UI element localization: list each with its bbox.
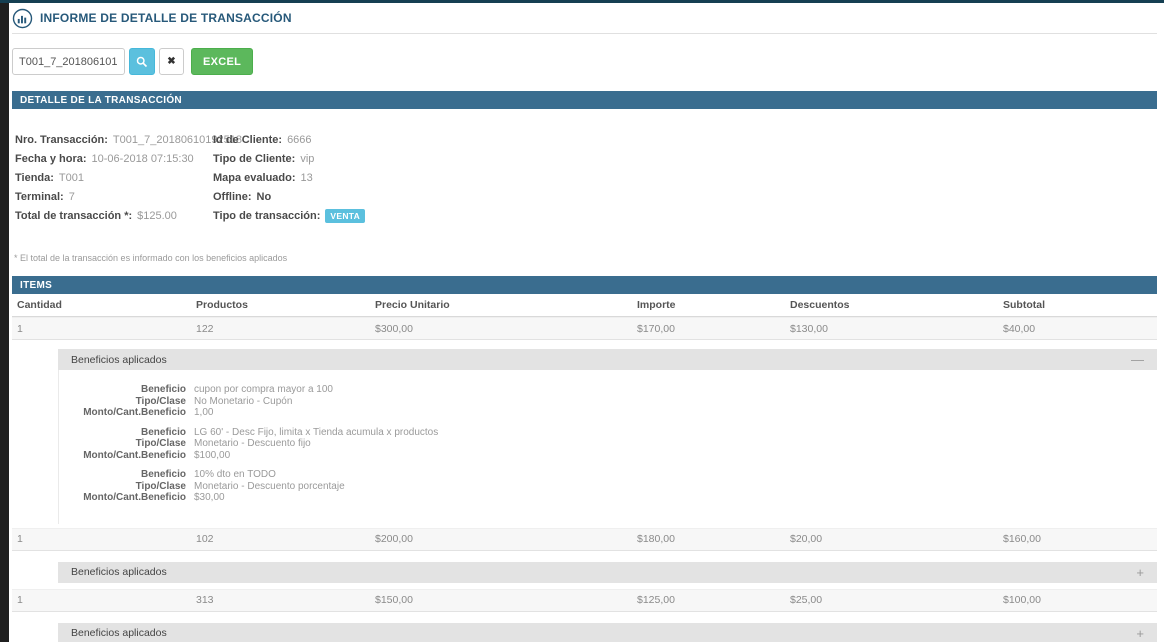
col-subtotal: Subtotal	[1003, 299, 1045, 311]
benefits-title: Beneficios aplicados	[71, 627, 167, 639]
field-tienda: Tienda: T001	[15, 171, 84, 184]
cell-importe: $180,00	[637, 533, 675, 545]
cell-cantidad: 1	[17, 533, 23, 545]
field-offline: Offline: No	[213, 190, 272, 203]
page-title: INFORME DE DETALLE DE TRANSACCIÓN	[40, 11, 292, 25]
benefit-item: Beneficio cupon por compra mayor a 100 T…	[83, 384, 333, 418]
report-icon	[12, 8, 33, 29]
cell-precio-unitario: $200,00	[375, 533, 413, 545]
benefit-item: Beneficio LG 60' - Desc Fijo, limita x T…	[83, 426, 439, 461]
cell-productos: 102	[196, 533, 214, 545]
transaction-search-input[interactable]	[12, 48, 125, 75]
cell-cantidad: 1	[17, 594, 23, 606]
field-nro-transaccion: Nro. Transacción: T001_7_20180610192518	[15, 133, 242, 146]
field-tipo-cliente: Tipo de Cliente: vip	[213, 152, 315, 165]
benefits-panel: Beneficios aplicados +	[58, 561, 1157, 583]
benefits-header-bar[interactable]: Beneficios aplicados +	[58, 622, 1157, 642]
collapsed-sidebar-strip	[0, 3, 9, 642]
benefits-content: Beneficio cupon por compra mayor a 100 T…	[58, 370, 1157, 524]
window-top-strip	[0, 0, 1164, 3]
collapse-icon[interactable]: —	[1131, 352, 1144, 367]
cell-importe: $125,00	[637, 594, 675, 606]
cell-descuentos: $130,00	[790, 322, 828, 335]
detail-left-column: Nro. Transacción: T001_7_20180610192518 …	[12, 130, 242, 225]
items-table-header: Cantidad Productos Precio Unitario Impor…	[12, 294, 1157, 317]
benefits-title: Beneficios aplicados	[71, 353, 167, 366]
cell-subtotal: $100,00	[1003, 594, 1041, 606]
search-button[interactable]	[129, 48, 155, 75]
cell-cantidad: 1	[17, 322, 23, 335]
cell-importe: $170,00	[637, 322, 675, 335]
transaction-detail-fields: Nro. Transacción: T001_7_20180610192518 …	[12, 130, 1157, 225]
cell-descuentos: $25,00	[790, 594, 823, 606]
field-fecha-hora: Fecha y hora: 10-06-2018 07:15:30	[15, 152, 194, 165]
benefits-header-bar[interactable]: Beneficios aplicados +	[58, 561, 1157, 583]
expand-icon[interactable]: +	[1136, 564, 1144, 580]
table-row: 1 313 $150,00 $125,00 $25,00 $100,00	[12, 588, 1157, 612]
cell-precio-unitario: $300,00	[375, 322, 413, 335]
cell-productos: 313	[196, 594, 214, 606]
toolbar: ✖ EXCEL	[12, 48, 1157, 75]
col-precio-unitario: Precio Unitario	[375, 299, 450, 311]
field-total-transaccion: Total de transacción *: $125.00	[15, 209, 177, 222]
cell-subtotal: $40,00	[1003, 322, 1036, 335]
cell-productos: 122	[196, 322, 214, 335]
close-icon: ✖	[167, 56, 176, 67]
field-terminal: Terminal: 7	[15, 190, 75, 203]
benefits-title: Beneficios aplicados	[71, 566, 167, 578]
detail-section-header: DETALLE DE LA TRANSACCIÓN	[12, 91, 1157, 109]
col-productos: Productos	[196, 299, 248, 311]
detail-right-column: Id de Cliente: 6666 Tipo de Cliente: vip…	[213, 130, 366, 225]
page-header: INFORME DE DETALLE DE TRANSACCIÓN	[12, 3, 1157, 34]
field-mapa-evaluado: Mapa evaluado: 13	[213, 171, 313, 184]
clear-search-button[interactable]: ✖	[159, 48, 184, 75]
excel-export-button[interactable]: EXCEL	[191, 48, 254, 75]
field-tipo-transaccion: Tipo de transacción: VENTA	[213, 206, 366, 225]
benefits-panel: Beneficios aplicados — Beneficio cupon p…	[58, 349, 1157, 524]
table-row: 1 122 $300,00 $170,00 $130,00 $40,00	[12, 317, 1157, 340]
col-importe: Importe	[637, 299, 676, 311]
col-cantidad: Cantidad	[17, 299, 62, 311]
items-section-header: ITEMS	[12, 276, 1157, 294]
search-icon	[136, 56, 148, 68]
benefit-item: Beneficio 10% dto en TODO Tipo/Clase Mon…	[83, 469, 345, 503]
benefits-header-bar[interactable]: Beneficios aplicados —	[58, 349, 1157, 370]
cell-descuentos: $20,00	[790, 533, 823, 545]
col-descuentos: Descuentos	[790, 299, 850, 311]
cell-precio-unitario: $150,00	[375, 594, 413, 606]
venta-badge: VENTA	[325, 208, 366, 223]
cell-subtotal: $160,00	[1003, 533, 1041, 545]
expand-icon[interactable]: +	[1136, 625, 1144, 641]
total-footnote: * El total de la transacción es informad…	[14, 253, 288, 263]
field-id-cliente: Id de Cliente: 6666	[213, 133, 312, 146]
benefits-panel: Beneficios aplicados +	[58, 622, 1157, 642]
table-row: 1 102 $200,00 $180,00 $20,00 $160,00	[12, 527, 1157, 551]
